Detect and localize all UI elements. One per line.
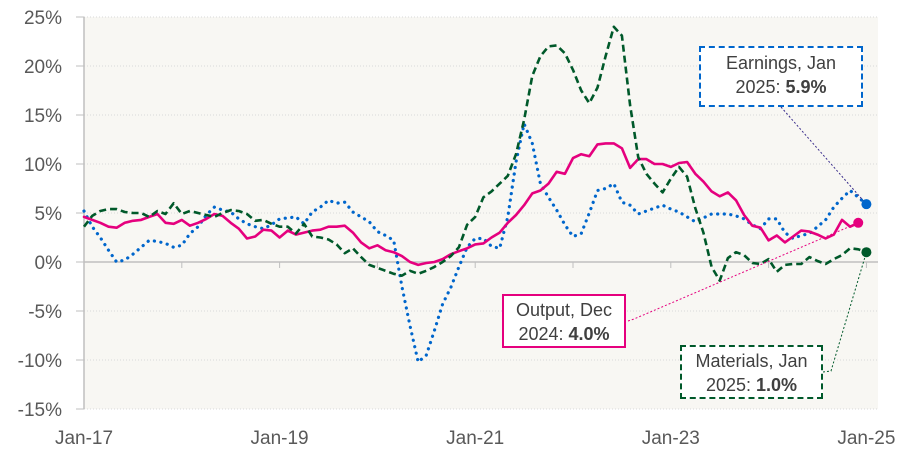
x-tick-label: Jan-21 <box>446 428 504 449</box>
output-annotation-line2: 2024: <box>518 324 569 344</box>
earnings-endpoint-marker <box>861 199 872 210</box>
output-annotation: Output, Dec 2024: 4.0% <box>502 294 626 348</box>
materials-annotation: Materials, Jan 2025: 1.0% <box>680 345 823 399</box>
x-tick-label: Jan-17 <box>55 428 113 449</box>
y-tick-label: -15% <box>18 400 62 421</box>
y-tick-label: 15% <box>24 106 62 127</box>
x-tick-label: Jan-19 <box>251 428 309 449</box>
earnings-annotation-line2: 2025: <box>735 77 786 97</box>
materials-leader-line <box>822 252 867 373</box>
output-annotation-value: 4.0% <box>568 324 610 344</box>
earnings-annotation-value: 5.9% <box>785 77 827 97</box>
materials-annotation-line2: 2025: <box>705 375 756 395</box>
x-tick-label: Jan-23 <box>642 428 700 449</box>
earnings-series-line <box>82 122 869 364</box>
y-tick-label: 10% <box>24 155 62 176</box>
output-series-line <box>82 142 860 267</box>
y-tick-label: -10% <box>18 351 62 372</box>
x-tick-label: Jan-25 <box>837 428 895 449</box>
y-tick-label: 0% <box>35 253 63 274</box>
y-tick-label: 5% <box>35 204 63 225</box>
materials-annotation-value: 1.0% <box>756 375 798 395</box>
output-leader-line <box>627 222 859 322</box>
output-endpoint-marker <box>853 217 864 228</box>
y-tick-label: -5% <box>28 302 62 323</box>
materials-series-line <box>82 25 867 282</box>
output-annotation-line1: Output, Dec <box>515 300 613 320</box>
materials-annotation-line1: Materials, Jan <box>695 351 808 371</box>
y-tick-label: 25% <box>24 8 62 29</box>
earnings-leader-line <box>780 106 867 205</box>
materials-endpoint-marker <box>861 247 872 258</box>
earnings-annotation-line1: Earnings, Jan <box>725 53 837 73</box>
y-tick-label: 20% <box>24 57 62 78</box>
earnings-annotation: Earnings, Jan 2025: 5.9% <box>699 46 863 107</box>
